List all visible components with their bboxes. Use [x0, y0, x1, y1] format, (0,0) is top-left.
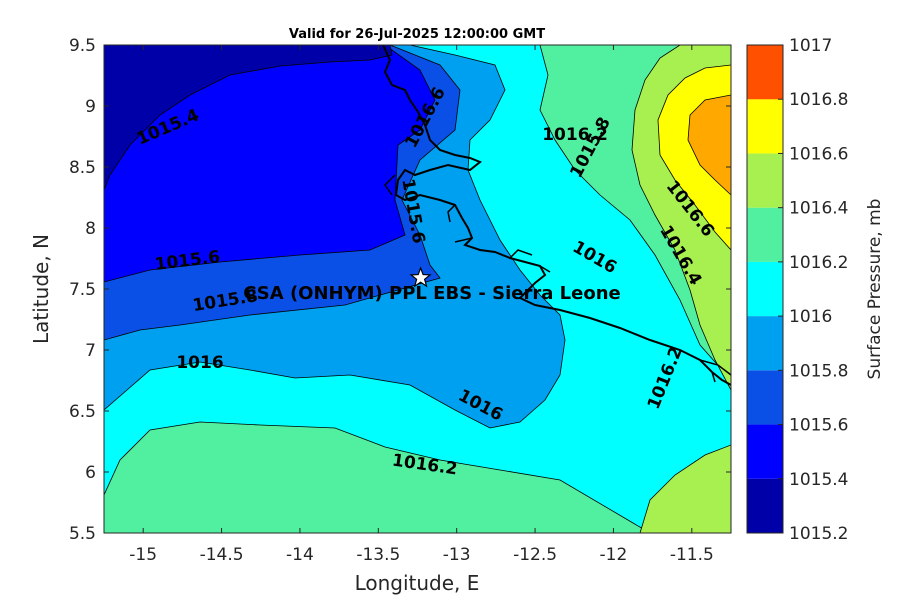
colorbar-tick-label: 1016.4: [789, 199, 848, 219]
band-1016-4-south: [639, 444, 731, 533]
y-tick-label: 9: [85, 97, 96, 117]
colorbar-tick-label: 1015.2: [789, 524, 848, 544]
colorbar-swatch: [747, 45, 783, 100]
contour-label: 1016.2: [542, 125, 608, 145]
colorbar-tick-label: 1015.4: [789, 470, 848, 490]
site-label: CSA (ONHYM) PPL EBS - Sierra Leone: [243, 283, 620, 304]
colorbar-tick-label: 1015.6: [789, 416, 848, 436]
colorbar-swatch: [747, 153, 783, 208]
colorbar-tick-label: 1016.2: [789, 253, 848, 273]
x-tick-label: -13: [443, 545, 471, 565]
contour-label: 1016: [176, 353, 223, 373]
band-1015-2: [104, 45, 393, 191]
colorbar-swatch: [747, 207, 783, 262]
colorbar-label: Surface Pressure, mb: [865, 199, 885, 380]
colorbar-frame: [746, 44, 784, 534]
y-axis-label: Latitude, N: [29, 234, 53, 344]
colorbar-swatch: [747, 99, 783, 154]
band-1015-4: [104, 45, 436, 283]
colorbar-tick-label: 1016.6: [789, 144, 848, 164]
colorbar-tick-label: 1016: [789, 307, 832, 327]
x-tick-label: -12.5: [513, 545, 557, 565]
figure-title: Valid for 26-Jul-2025 12:00:00 GMT: [289, 27, 545, 42]
x-tick-label: -13.5: [356, 545, 400, 565]
y-tick-label: 8: [85, 219, 96, 239]
x-axis-label: Longitude, E: [355, 571, 480, 595]
band-1016-8: [687, 94, 731, 196]
x-tick-label: -14: [286, 545, 314, 565]
x-tick-label: -12: [600, 545, 628, 565]
colorbar: 1017 1016.8 1016.6 1016.4 1016.2 1016 1015.8 10…: [746, 36, 848, 544]
plot-area: 1015.4 1015.6 1015.8 1016 1016 1016.2 10…: [104, 45, 731, 533]
colorbar-tick-label: 1016.8: [789, 90, 848, 110]
x-tick-label: -11.5: [670, 545, 714, 565]
x-axis: -15 -14.5 -14 -13.5 -13 -12.5 -12 -11.5: [129, 45, 714, 565]
y-tick-label: 9.5: [69, 36, 96, 56]
colorbar-swatch: [747, 478, 783, 533]
x-tick-label: -15: [129, 545, 157, 565]
y-tick-label: 5.5: [69, 524, 96, 544]
y-tick-label: 7: [85, 341, 96, 361]
coastline-estuary: [384, 174, 731, 383]
y-tick-label: 7.5: [69, 280, 96, 300]
y-tick-label: 8.5: [69, 158, 96, 178]
colorbar-swatch: [747, 261, 783, 317]
colorbar-swatch: [747, 424, 783, 479]
x-tick-label: -14.5: [200, 545, 244, 565]
colorbar-swatch: [747, 370, 783, 425]
y-tick-label: 6.5: [69, 402, 96, 422]
y-axis: 9.5 9 8.5 8 7.5 7 6.5 6 5.5: [69, 36, 731, 544]
colorbar-tick-label: 1015.8: [789, 361, 848, 381]
site-star-icon: [409, 266, 432, 288]
colorbar-tick-label: 1017: [789, 36, 832, 56]
y-tick-label: 6: [85, 463, 96, 483]
colorbar-swatch: [747, 316, 783, 371]
